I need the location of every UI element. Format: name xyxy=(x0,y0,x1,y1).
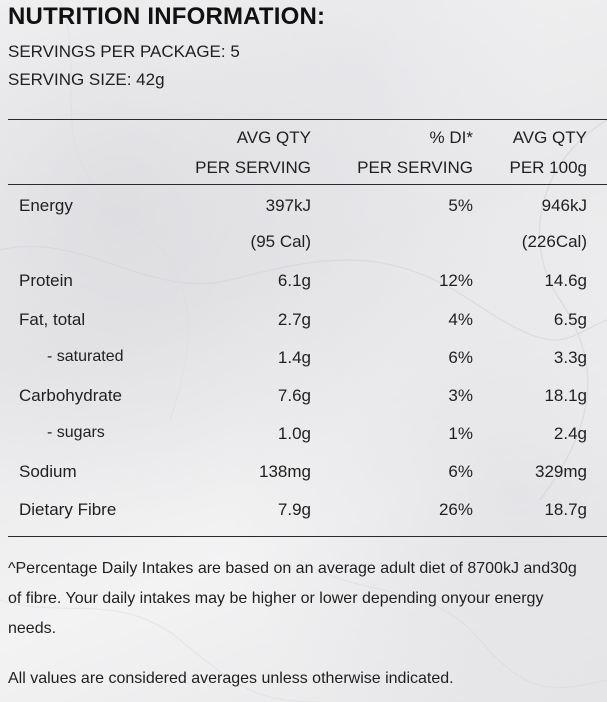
value-per-serving: 1.4g xyxy=(277,348,311,367)
row-label: Dietary Fibre xyxy=(19,500,117,519)
value-per-serving: 7.9g xyxy=(277,500,311,519)
serving-size: SERVING SIZE: 42g xyxy=(8,70,165,89)
value-di: 12% xyxy=(438,271,473,290)
value-per-100g: 3.3g xyxy=(553,348,587,367)
row-label: Fat, total xyxy=(19,310,86,329)
value-per-100g: 329mg xyxy=(535,462,587,481)
header-line: PER SERVING xyxy=(357,158,473,177)
header-line: PER 100g xyxy=(509,158,588,177)
row-label: Protein xyxy=(19,271,73,290)
value-per-100g: 14.6g xyxy=(544,271,587,290)
value-di: 6% xyxy=(448,348,473,367)
row-label: Sodium xyxy=(19,462,77,481)
servings-per-package: SERVINGS PER PACKAGE: 5 xyxy=(8,42,240,61)
table-row-sugars: - sugars 1.0g 1% 2.4g xyxy=(0,424,607,454)
header-line: PER SERVING xyxy=(195,158,311,177)
value-per-serving: (95 Cal) xyxy=(250,232,311,251)
value-per-100g: 6.5g xyxy=(553,310,587,329)
value-per-serving: 7.6g xyxy=(277,386,311,405)
header-divider-rule xyxy=(8,184,607,185)
header-line: AVG QTY xyxy=(236,128,311,147)
value-per-100g: (226Cal) xyxy=(521,232,587,251)
row-label: Energy xyxy=(19,196,73,215)
value-per-100g: 18.7g xyxy=(544,500,587,519)
row-label: Carbohydrate xyxy=(19,386,123,405)
value-di: 3% xyxy=(448,386,473,405)
column-header-di-per-serving: % DI* PER SERVING xyxy=(357,123,473,183)
table-bottom-rule xyxy=(8,536,607,537)
value-di: 1% xyxy=(448,424,473,443)
panel-title: NUTRITION INFORMATION: xyxy=(8,3,326,30)
footnote-line: ^Percentage Daily Intakes are based on a… xyxy=(8,560,577,577)
table-row-dietary-fibre: Dietary Fibre 7.9g 26% 18.7g xyxy=(0,500,607,530)
value-per-serving: 138mg xyxy=(259,462,311,481)
value-per-100g: 2.4g xyxy=(553,424,587,443)
table-row-saturated: - saturated 1.4g 6% 3.3g xyxy=(0,348,607,378)
table-top-rule xyxy=(8,119,607,120)
value-per-100g: 18.1g xyxy=(544,386,587,405)
header-line: % DI* xyxy=(429,128,473,147)
row-label: - saturated xyxy=(47,348,124,365)
value-di: 6% xyxy=(448,462,473,481)
table-row-energy-cal: (95 Cal) (226Cal) xyxy=(0,232,607,262)
table-row-sodium: Sodium 138mg 6% 329mg xyxy=(0,462,607,492)
daily-intake-footnote: ^Percentage Daily Intakes are based on a… xyxy=(8,554,577,644)
value-per-serving: 2.7g xyxy=(277,310,311,329)
column-header-avg-per-100g: AVG QTY PER 100g xyxy=(510,123,588,183)
footnote-line: needs. xyxy=(8,620,57,637)
value-per-serving: 6.1g xyxy=(277,271,311,290)
value-di: 5% xyxy=(448,196,473,215)
value-per-serving: 1.0g xyxy=(277,424,311,443)
value-di: 4% xyxy=(448,310,473,329)
table-row-carbohydrate: Carbohydrate 7.6g 3% 18.1g xyxy=(0,386,607,416)
table-row-fat-total: Fat, total 2.7g 4% 6.5g xyxy=(0,310,607,340)
footnote-line: of fibre. Your daily intakes may be high… xyxy=(8,590,544,607)
table-row-energy: Energy 397kJ 5% 946kJ xyxy=(0,196,607,226)
value-di: 26% xyxy=(438,500,473,519)
value-per-serving: 397kJ xyxy=(265,196,311,215)
value-per-100g: 946kJ xyxy=(541,196,587,215)
row-label: - sugars xyxy=(47,424,105,441)
column-header-avg-per-serving: AVG QTY PER SERVING xyxy=(195,123,311,183)
header-line: AVG QTY xyxy=(512,128,587,147)
table-row-protein: Protein 6.1g 12% 14.6g xyxy=(0,271,607,301)
averages-note: All values are considered averages unles… xyxy=(8,670,454,687)
